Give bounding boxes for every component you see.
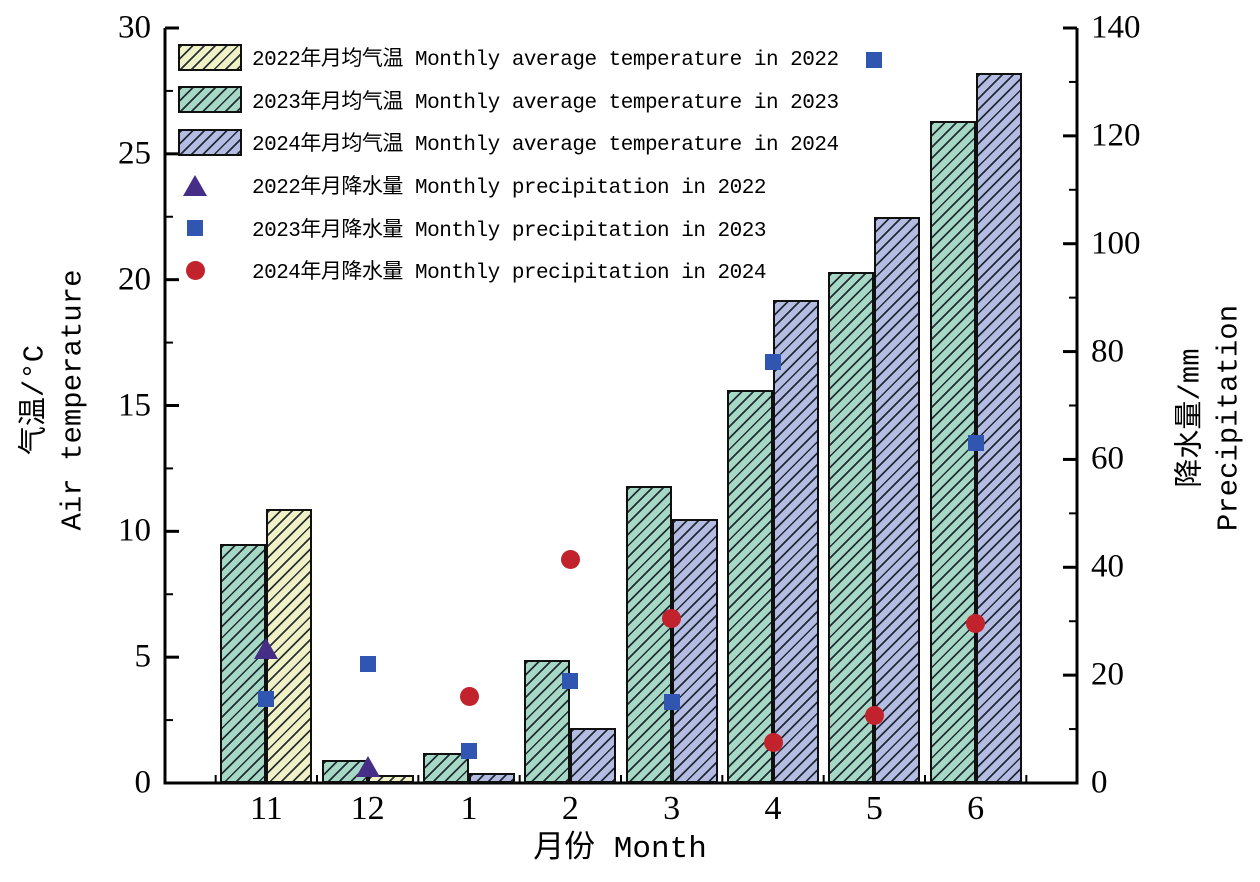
left-axis-tick-label: 15 (118, 387, 151, 423)
legend-bar-swatch (178, 43, 242, 71)
square-marker-series1-month-2 (562, 672, 579, 689)
legend-label: 2022年月降水量 Monthly precipitation in 2022 (252, 177, 766, 201)
x-axis-tick-label: 5 (865, 790, 883, 827)
bar-series0-month-12 (367, 775, 414, 783)
legend: 2022年月均气温 Monthly average temperature in… (178, 36, 839, 292)
square-marker-series1-month-5 (866, 52, 883, 69)
x-axis-tick-label: 4 (764, 790, 782, 827)
bar-series1-month-2 (524, 659, 571, 783)
square-marker-series1-month-11 (258, 691, 275, 708)
legend-label: 2024年月降水量 Monthly precipitation in 2024 (252, 262, 766, 286)
legend-label: 2024年月均气温 Monthly average temperature in… (252, 134, 839, 158)
legend-circle-icon (185, 260, 205, 280)
x-axis-tick-label: 11 (249, 790, 283, 827)
x-axis-tick-label: 1 (460, 790, 478, 827)
right-axis-tick-label: 100 (1091, 225, 1141, 262)
left-axis-tick-label: 5 (134, 638, 152, 675)
legend-square-icon (187, 219, 203, 236)
triangle-marker-series0-month-11 (254, 637, 279, 659)
right-axis-tick-label: 20 (1091, 656, 1124, 693)
square-marker-series1-month-3 (663, 694, 680, 711)
left-axis-title: 气温/°C Air temperature (16, 269, 91, 530)
bar-series1-month-4 (727, 390, 773, 783)
left-axis-title-en: Air temperature (56, 269, 89, 531)
bar-series1-month-12 (321, 760, 368, 783)
bar-series0-month-11 (266, 508, 313, 783)
circle-marker-series2-month-2 (560, 549, 580, 569)
bar-series2-month-2 (570, 727, 617, 783)
legend-entry: 2022年月降水量 Monthly precipitation in 2022 (178, 164, 839, 207)
legend-label: 2023年月均气温 Monthly average temperature in… (252, 91, 839, 115)
x-axis-tick-label: 12 (350, 790, 385, 827)
right-axis-tick-label: 140 (1091, 9, 1141, 46)
left-axis-tick-label: 10 (118, 512, 151, 549)
x-axis-title: 月份 Month (533, 831, 707, 867)
square-marker-series1-month-4 (765, 354, 781, 371)
bar-series1-month-3 (625, 486, 672, 783)
legend-entry: 2024年月均气温 Monthly average temperature in… (178, 121, 839, 164)
legend-entry: 2023年月均气温 Monthly average temperature in… (178, 79, 839, 122)
left-axis-title-zh: 气温/°C (18, 344, 52, 456)
circle-marker-series2-month-1 (459, 687, 479, 707)
circle-marker-series2-month-4 (763, 733, 783, 753)
bar-series2-month-4 (773, 299, 819, 783)
right-axis-tick-label: 80 (1091, 333, 1124, 370)
right-axis-tick-label: 0 (1091, 764, 1108, 801)
right-axis-tick-label: 120 (1091, 117, 1141, 154)
square-marker-series1-month-1 (461, 742, 477, 759)
left-axis-tick-label: 0 (134, 764, 152, 801)
circle-marker-series2-month-6 (966, 614, 986, 634)
legend-bar-swatch (178, 128, 242, 156)
triangle-marker-series0-month-12 (355, 756, 380, 778)
circle-marker-series2-month-5 (864, 706, 884, 726)
right-axis-tick-label: 60 (1091, 440, 1124, 477)
bar-series2-month-1 (469, 772, 515, 783)
square-marker-series1-month-6 (967, 435, 984, 452)
bar-series1-month-5 (828, 272, 875, 783)
bar-series1-month-1 (423, 752, 469, 783)
bar-series2-month-5 (874, 216, 921, 783)
legend-label: 2022年月均气温 Monthly average temperature in… (252, 49, 839, 73)
left-axis-tick-label: 30 (118, 9, 151, 46)
legend-bar-swatch (178, 86, 242, 114)
left-axis-tick-label: 20 (118, 261, 151, 298)
right-axis-title-en: Precipitation (1212, 304, 1245, 532)
right-axis-title-zh: 降水量/mm (1174, 348, 1208, 488)
legend-label: 2023年月降水量 Monthly precipitation in 2023 (252, 219, 766, 243)
legend-entry: 2022年月均气温 Monthly average temperature in… (178, 36, 839, 79)
x-axis-tick-label: 6 (967, 790, 985, 827)
bar-series1-month-6 (929, 121, 976, 783)
square-marker-series1-month-12 (359, 656, 376, 673)
x-axis-tick-label: 3 (663, 790, 681, 827)
bar-series1-month-11 (220, 543, 267, 783)
bar-series2-month-3 (671, 518, 718, 783)
left-axis-tick-label: 25 (118, 135, 151, 172)
legend-entry: 2024年月降水量 Monthly precipitation in 2024 (178, 249, 839, 292)
legend-entry: 2023年月降水量 Monthly precipitation in 2023 (178, 206, 839, 249)
bar-series2-month-6 (975, 73, 1022, 783)
legend-triangle-icon (183, 174, 207, 196)
right-axis-title: 降水量/mm Precipitation (1172, 305, 1247, 531)
right-axis-tick-label: 40 (1091, 548, 1124, 585)
circle-marker-series2-month-3 (662, 609, 682, 629)
x-axis-tick-label: 2 (561, 790, 579, 827)
